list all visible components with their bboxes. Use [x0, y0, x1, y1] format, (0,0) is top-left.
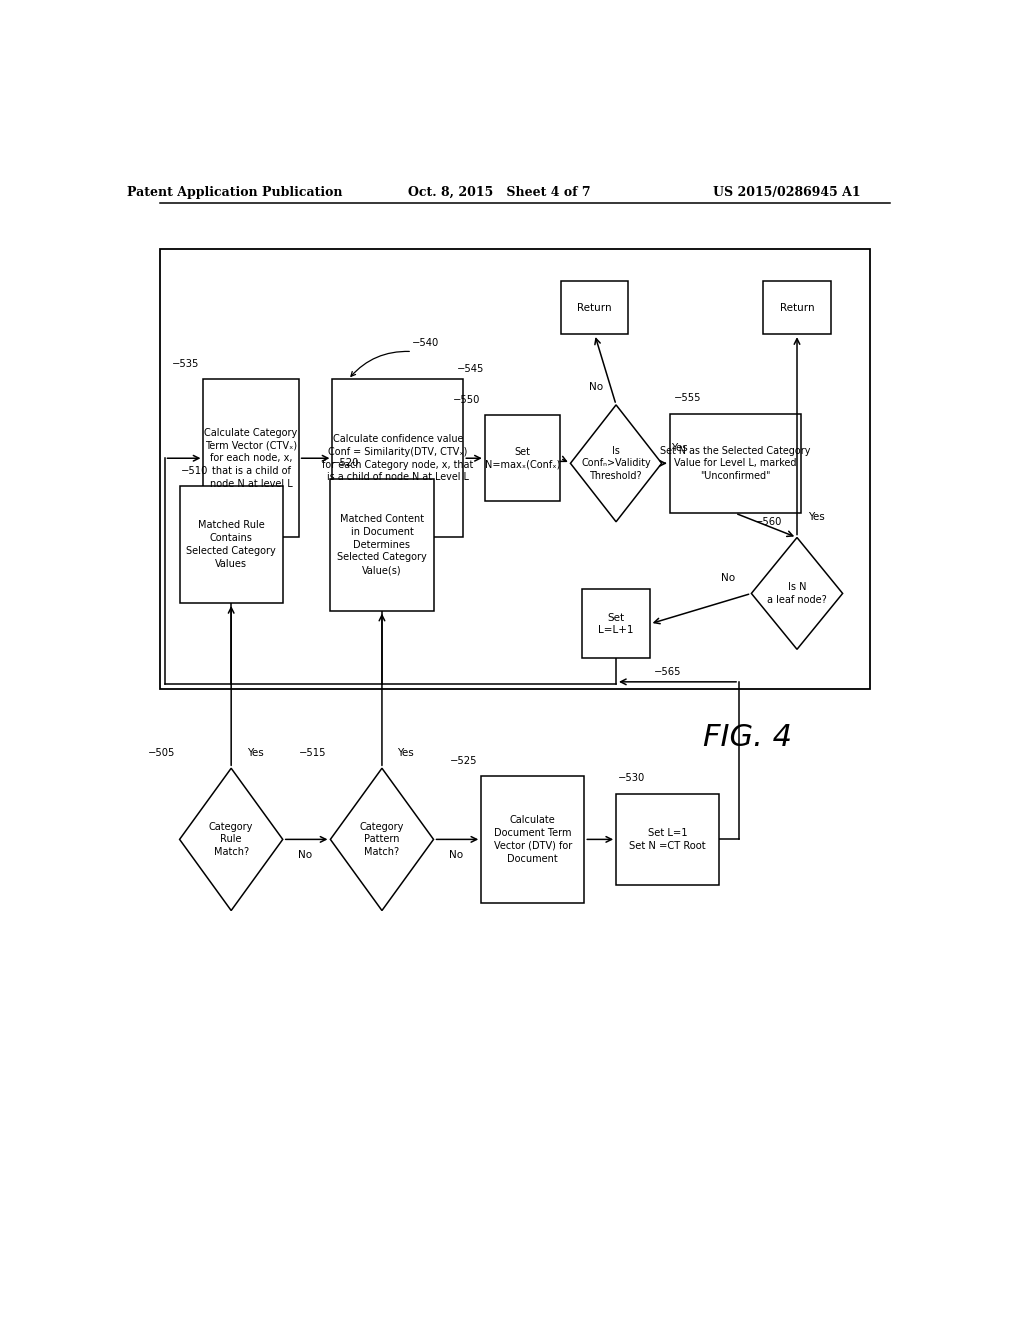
- FancyBboxPatch shape: [481, 776, 585, 903]
- FancyBboxPatch shape: [561, 281, 629, 334]
- FancyBboxPatch shape: [333, 379, 463, 537]
- FancyBboxPatch shape: [763, 281, 830, 334]
- Text: No: No: [298, 850, 312, 859]
- Text: −550: −550: [454, 395, 480, 405]
- FancyBboxPatch shape: [204, 379, 299, 537]
- Text: Yes: Yes: [397, 748, 414, 758]
- FancyBboxPatch shape: [484, 414, 560, 502]
- Text: −515: −515: [299, 748, 327, 758]
- Text: Return: Return: [779, 302, 814, 313]
- Text: Matched Content
in Document
Determines
Selected Category
Value(s): Matched Content in Document Determines S…: [337, 513, 427, 576]
- Text: Set N as the Selected Category
Value for Level L, marked
"Unconfirmed": Set N as the Selected Category Value for…: [659, 446, 810, 480]
- Text: −545: −545: [457, 364, 484, 375]
- Text: Is
Confₙ>Validity
Threshold?: Is Confₙ>Validity Threshold?: [582, 446, 651, 480]
- Text: No: No: [589, 381, 603, 392]
- Text: Patent Application Publication: Patent Application Publication: [127, 186, 343, 199]
- Text: Matched Rule
Contains
Selected Category
Values: Matched Rule Contains Selected Category …: [186, 520, 276, 569]
- FancyBboxPatch shape: [179, 486, 283, 603]
- Text: Category
Rule
Match?: Category Rule Match?: [209, 821, 253, 857]
- Text: −505: −505: [148, 748, 176, 758]
- Text: −510: −510: [181, 466, 209, 477]
- Text: −540: −540: [412, 338, 439, 348]
- FancyBboxPatch shape: [583, 589, 650, 659]
- Text: −520: −520: [332, 458, 359, 469]
- Text: Calculate confidence value
Conf = Similarity(DTV, CTVₓ)
for each Category node, : Calculate confidence value Conf = Simila…: [323, 434, 473, 482]
- Text: Set L=1
Set N =CT Root: Set L=1 Set N =CT Root: [630, 828, 706, 851]
- Polygon shape: [752, 537, 843, 649]
- FancyBboxPatch shape: [331, 479, 433, 611]
- Text: Calculate
Document Term
Vector (DTV) for
Document: Calculate Document Term Vector (DTV) for…: [494, 816, 571, 863]
- Text: Is N
a leaf node?: Is N a leaf node?: [767, 582, 826, 605]
- Text: FIG. 4: FIG. 4: [702, 723, 792, 752]
- Text: Return: Return: [578, 302, 612, 313]
- Polygon shape: [179, 768, 283, 911]
- Text: −535: −535: [172, 359, 200, 370]
- Text: Yes: Yes: [809, 512, 825, 523]
- Text: Oct. 8, 2015   Sheet 4 of 7: Oct. 8, 2015 Sheet 4 of 7: [409, 186, 591, 199]
- Text: No: No: [721, 573, 734, 583]
- Text: −555: −555: [674, 393, 701, 404]
- Text: Yes: Yes: [247, 748, 263, 758]
- Text: No: No: [449, 850, 463, 859]
- Text: −525: −525: [450, 755, 477, 766]
- Text: Set
L=L+1: Set L=L+1: [598, 612, 634, 635]
- FancyBboxPatch shape: [670, 413, 801, 513]
- Text: −565: −565: [653, 667, 681, 677]
- Text: −530: −530: [617, 774, 645, 784]
- Text: Category
Pattern
Match?: Category Pattern Match?: [359, 821, 404, 857]
- Text: Set
N=maxₓ(Confₓ): Set N=maxₓ(Confₓ): [484, 447, 560, 470]
- Text: −560: −560: [756, 517, 782, 528]
- Text: Yes: Yes: [671, 444, 687, 453]
- Text: US 2015/0286945 A1: US 2015/0286945 A1: [713, 186, 860, 199]
- FancyBboxPatch shape: [616, 793, 719, 886]
- Text: Calculate Category
Term Vector (CTVₓ)
for each node, x,
that is a child of
node : Calculate Category Term Vector (CTVₓ) fo…: [205, 428, 298, 488]
- Polygon shape: [331, 768, 433, 911]
- Polygon shape: [570, 405, 662, 521]
